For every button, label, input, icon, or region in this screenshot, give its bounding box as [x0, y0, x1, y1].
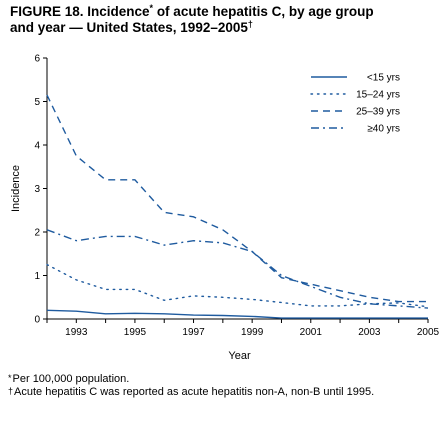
y-tick-label: 1 [34, 271, 40, 282]
x-tick-label: 2001 [300, 327, 323, 338]
footnote-1-mark: * [8, 373, 12, 383]
y-tick-label: 2 [34, 228, 40, 239]
title-footnote-mark: * [149, 3, 154, 13]
x-axis-title: Year [228, 350, 251, 362]
series-line-2 [46, 263, 429, 308]
series-line-3 [46, 94, 428, 303]
title-line1: FIGURE 18. Incidence [10, 4, 150, 19]
footnote-2-text: Acute hepatitis C was reported as acute … [14, 386, 375, 398]
legend-label-3: 25–39 yrs [356, 107, 400, 118]
footnotes: * Per 100,000 population. † Acute hepati… [8, 373, 443, 399]
series-line-4 [46, 229, 429, 309]
y-tick-label: 0 [34, 315, 40, 326]
x-tick-label: 2003 [358, 327, 381, 338]
x-tick-label: 1999 [241, 327, 264, 338]
x-tick-label: 1993 [65, 327, 88, 338]
y-axis-title: Incidence [10, 165, 22, 212]
y-tick-label: 5 [34, 97, 40, 108]
footnote-2-mark: † [8, 386, 14, 396]
line-chart: 0 1 2 3 4 5 6 1993 1995 1997 1999 2001 2003 2005 Year I… [10, 54, 440, 363]
footnote-2: † Acute hepatitis C was reported as acut… [8, 386, 443, 399]
x-tick-label: 1995 [124, 327, 147, 338]
figure-title: FIGURE 18. Incidence* of acute hepatitis… [10, 4, 440, 36]
x-tick-label: 2005 [417, 327, 440, 338]
title-rest: of acute hepatitis C, by age group [153, 4, 374, 19]
legend-label-1: <15 yrs [367, 73, 400, 84]
x-tick-label: 1997 [182, 327, 205, 338]
legend-label-4: ≥40 yrs [367, 124, 400, 135]
y-tick-label: 4 [34, 141, 40, 152]
series-line-1 [46, 309, 428, 319]
title-footnote-mark-2: † [247, 19, 253, 29]
footnote-1: * Per 100,000 population. [8, 373, 443, 386]
footnote-1-text: Per 100,000 population. [12, 373, 130, 385]
title-line2: and year — United States, 1992–2005 [10, 20, 248, 35]
y-tick-label: 3 [34, 184, 40, 195]
y-tick-label: 6 [34, 54, 40, 65]
legend-label-2: 15–24 yrs [356, 90, 400, 101]
